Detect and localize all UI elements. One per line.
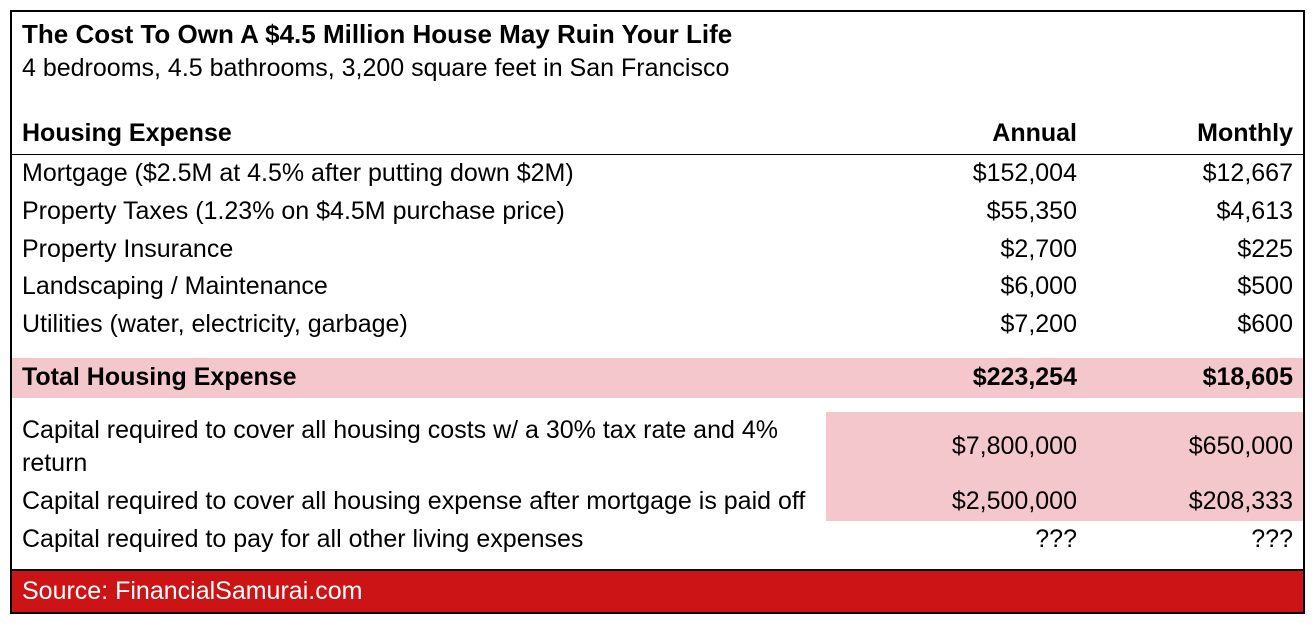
- capital-monthly: ???: [1087, 521, 1303, 559]
- capital-annual: ???: [826, 521, 1087, 559]
- table-row: Mortgage ($2.5M at 4.5% after putting do…: [12, 155, 1303, 193]
- expense-annual: $55,350: [826, 193, 1087, 231]
- capital-row: Capital required to pay for all other li…: [12, 521, 1303, 559]
- capital-row: Capital required to cover all housing co…: [12, 412, 1303, 484]
- expense-label: Utilities (water, electricity, garbage): [12, 306, 826, 344]
- table-row: Property Taxes (1.23% on $4.5M purchase …: [12, 193, 1303, 231]
- table-header-row: Housing Expense Annual Monthly: [12, 114, 1303, 154]
- header-block: The Cost To Own A $4.5 Million House May…: [12, 12, 1303, 114]
- expense-monthly: $225: [1087, 231, 1303, 269]
- expense-monthly: $12,667: [1087, 155, 1303, 193]
- table-row: Utilities (water, electricity, garbage) …: [12, 306, 1303, 344]
- expense-label: Landscaping / Maintenance: [12, 268, 826, 306]
- capital-monthly: $208,333: [1087, 483, 1303, 521]
- total-row: Total Housing Expense $223,254 $18,605: [12, 358, 1303, 398]
- capital-annual: $7,800,000: [826, 412, 1087, 484]
- col-header-monthly: Monthly: [1087, 114, 1303, 154]
- capital-label: Capital required to cover all housing co…: [12, 412, 826, 484]
- expense-monthly: $600: [1087, 306, 1303, 344]
- table-row: Landscaping / Maintenance $6,000 $500: [12, 268, 1303, 306]
- total-label: Total Housing Expense: [12, 358, 826, 398]
- col-header-label: Housing Expense: [12, 114, 826, 154]
- spacer-row: [12, 559, 1303, 569]
- capital-row: Capital required to cover all housing ex…: [12, 483, 1303, 521]
- expense-label: Mortgage ($2.5M at 4.5% after putting do…: [12, 155, 826, 193]
- col-header-annual: Annual: [826, 114, 1087, 154]
- spacer-row: [12, 398, 1303, 412]
- expense-annual: $152,004: [826, 155, 1087, 193]
- spacer-row: [12, 344, 1303, 358]
- expense-label: Property Taxes (1.23% on $4.5M purchase …: [12, 193, 826, 231]
- page-subtitle: 4 bedrooms, 4.5 bathrooms, 3,200 square …: [22, 52, 1293, 113]
- table-row: Property Insurance $2,700 $225: [12, 231, 1303, 269]
- total-annual: $223,254: [826, 358, 1087, 398]
- expense-label: Property Insurance: [12, 231, 826, 269]
- capital-label: Capital required to cover all housing ex…: [12, 483, 826, 521]
- expense-monthly: $500: [1087, 268, 1303, 306]
- expense-annual: $6,000: [826, 268, 1087, 306]
- housing-expense-table: Housing Expense Annual Monthly Mortgage …: [12, 114, 1303, 568]
- capital-annual: $2,500,000: [826, 483, 1087, 521]
- expense-monthly: $4,613: [1087, 193, 1303, 231]
- cost-table-container: The Cost To Own A $4.5 Million House May…: [10, 10, 1305, 614]
- capital-monthly: $650,000: [1087, 412, 1303, 484]
- expense-annual: $7,200: [826, 306, 1087, 344]
- page-title: The Cost To Own A $4.5 Million House May…: [22, 18, 1293, 52]
- source-footer: Source: FinancialSamurai.com: [12, 569, 1303, 612]
- capital-label: Capital required to pay for all other li…: [12, 521, 826, 559]
- expense-annual: $2,700: [826, 231, 1087, 269]
- total-monthly: $18,605: [1087, 358, 1303, 398]
